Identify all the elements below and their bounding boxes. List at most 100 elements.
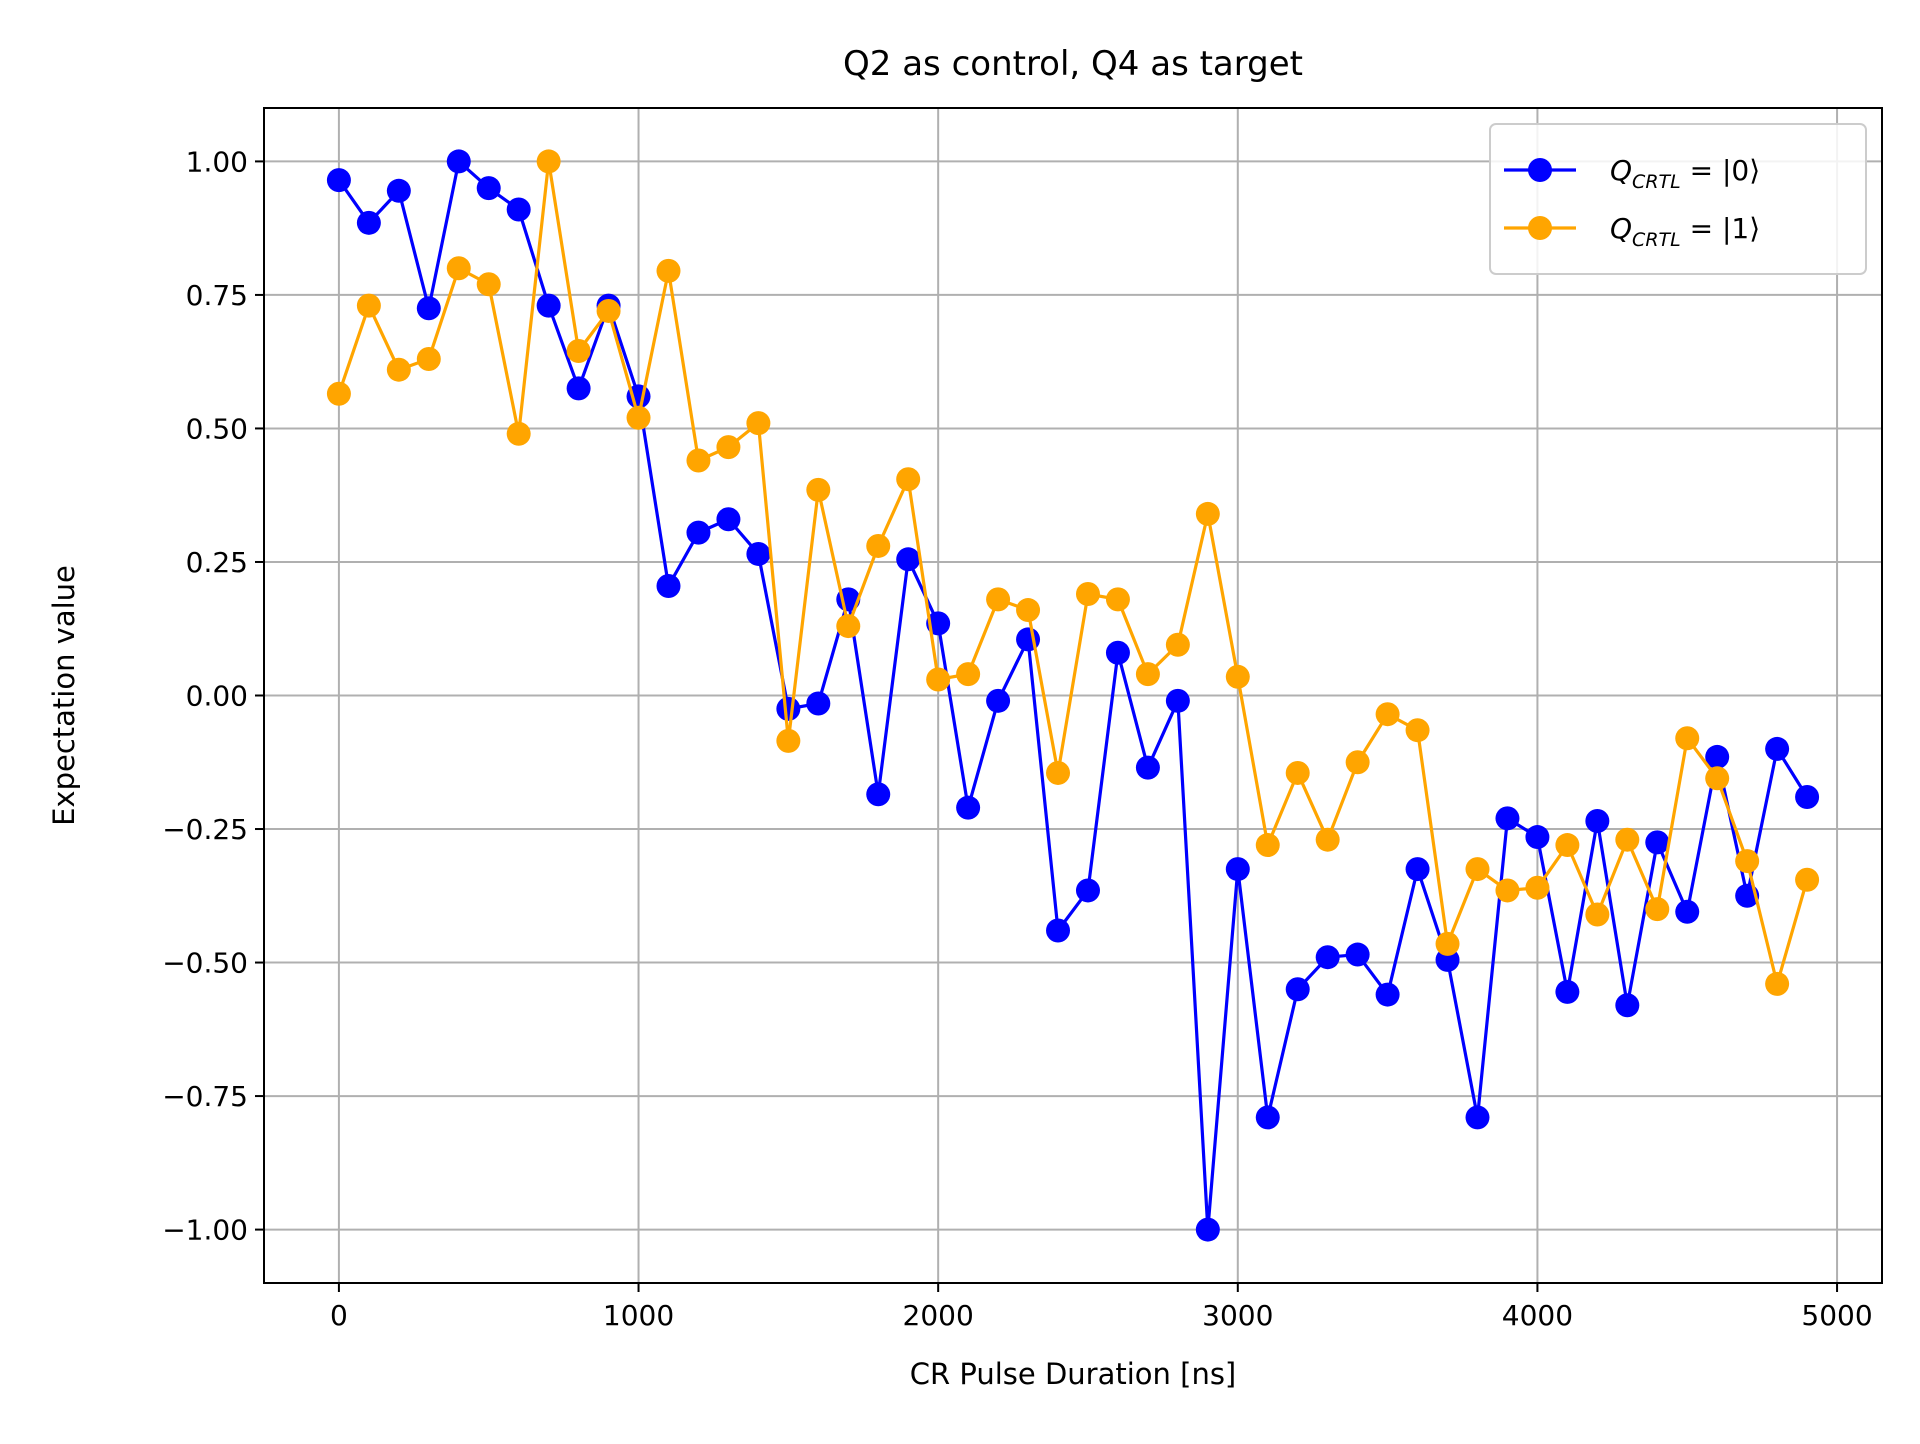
data-point [446,256,471,281]
data-point [416,296,441,321]
series-group [326,149,1820,1242]
data-point [1046,760,1071,785]
data-point [986,688,1011,713]
x-tick-label: 4000 [1502,1299,1573,1332]
data-point [686,448,711,473]
data-point [626,405,651,430]
data-point [566,339,591,364]
data-point [1495,878,1520,903]
data-point [1375,982,1400,1007]
x-tick-label: 5000 [1801,1299,1872,1332]
data-point [386,178,411,203]
data-point [956,662,981,687]
data-point [1795,867,1820,892]
data-point [1165,688,1190,713]
data-point [776,728,801,753]
data-point [686,520,711,545]
data-point [1225,857,1250,882]
data-point [1615,993,1640,1018]
data-point [536,293,561,318]
data-point [956,795,981,820]
data-point [806,477,831,502]
data-point [1195,501,1220,526]
legend-box [1489,123,1867,275]
data-point [1255,833,1280,858]
y-tick-label: 1.00 [186,145,248,178]
data-point [1615,827,1640,852]
data-point [1315,827,1340,852]
legend-marker [1528,158,1552,182]
data-point [536,149,561,174]
chart-title: Q2 as control, Q4 as target [843,44,1303,84]
data-point [746,541,771,566]
data-point [896,547,921,572]
data-point [1495,806,1520,831]
data-point [356,210,381,235]
data-point [866,533,891,558]
data-point [1285,977,1310,1002]
data-point [776,696,801,721]
legend-marker [1528,216,1552,240]
data-point [1255,1105,1280,1130]
y-tick-label: 0.00 [186,680,248,713]
data-point [1375,702,1400,727]
series-line [337,159,1809,1232]
x-tick-label: 2000 [903,1299,974,1332]
legend-entry: QCRTL = |0⟩ [1504,154,1760,193]
data-point [1525,875,1550,900]
data-point [986,587,1011,612]
data-point [1585,902,1610,927]
data-point [1135,755,1160,780]
data-point [326,381,351,406]
data-point [1465,1105,1490,1130]
data-point [1105,587,1130,612]
data-point [1555,833,1580,858]
data-point [1016,598,1041,623]
data-point [656,574,681,599]
data-point [476,272,501,297]
y-tick-label: 0.50 [186,412,248,445]
data-point [566,376,591,401]
data-point [476,176,501,201]
data-point [1525,825,1550,850]
data-point [1765,736,1790,761]
data-point [1345,750,1370,775]
data-point [656,258,681,283]
y-tick-label: 0.25 [186,546,248,579]
data-point [896,467,921,492]
data-point [1645,830,1670,855]
y-axis-label: Expectation value [47,565,81,826]
data-point [596,298,621,323]
data-point [806,691,831,716]
x-tick-label: 0 [330,1299,348,1332]
y-tick-label: −1.00 [162,1214,248,1247]
data-point [1225,664,1250,689]
data-point [926,667,951,692]
data-point [1195,1217,1220,1242]
y-tick-label: −0.25 [162,813,248,846]
legend: QCRTL = |0⟩ QCRTL = |1⟩ [1489,123,1867,275]
data-point [386,357,411,382]
data-point [1675,899,1700,924]
data-point [1405,718,1430,743]
data-point [1315,945,1340,970]
data-point [1645,897,1670,922]
data-point [1765,971,1790,996]
data-point [866,782,891,807]
data-point [416,347,441,372]
data-point [1135,662,1160,687]
legend-entry: QCRTL = |1⟩ [1504,212,1760,251]
data-point [836,614,861,639]
data-point [1075,582,1100,607]
data-point [1555,979,1580,1004]
data-point [746,411,771,436]
x-tick-label: 3000 [1202,1299,1273,1332]
y-tick-label: −0.50 [162,947,248,980]
data-point [1105,640,1130,665]
data-point [506,421,531,446]
y-tick-label: 0.75 [186,279,248,312]
data-point [716,435,741,460]
data-point [1165,632,1190,657]
